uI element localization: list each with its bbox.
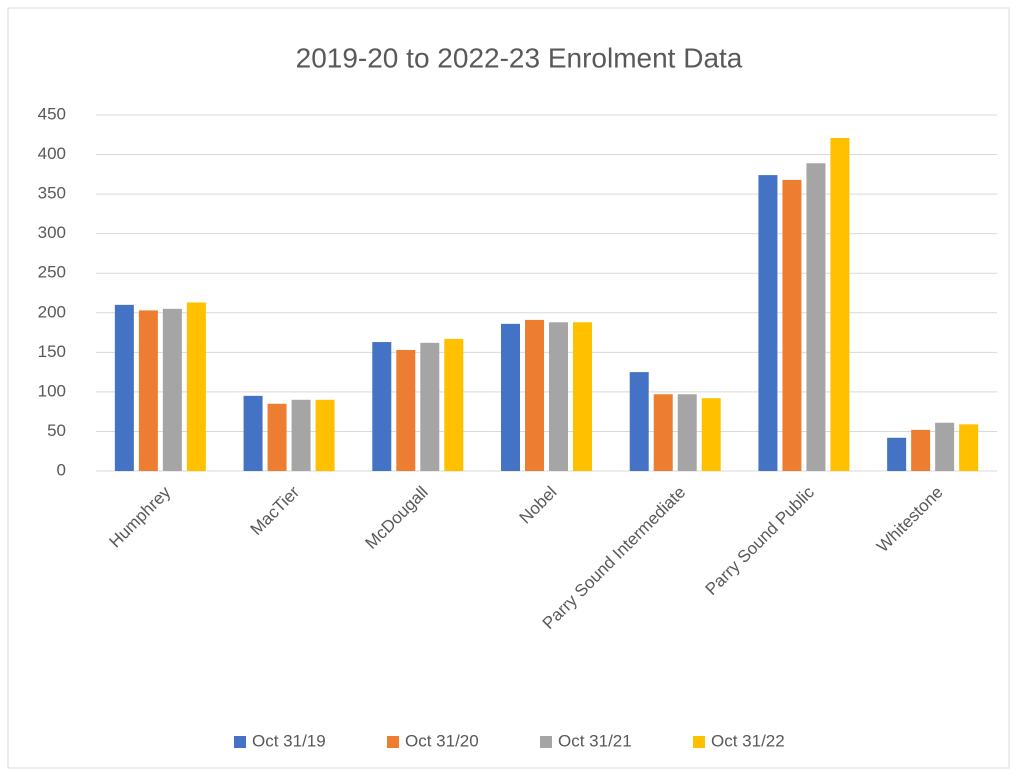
legend-label: Oct 31/20 <box>405 731 479 750</box>
bar <box>162 308 182 471</box>
legend-swatch <box>693 736 705 748</box>
y-tick-label: 200 <box>38 302 66 321</box>
y-tick-label: 450 <box>38 104 66 123</box>
legend-swatch <box>234 736 246 748</box>
legend-swatch <box>387 736 399 748</box>
bar <box>887 437 907 471</box>
bar <box>701 398 721 471</box>
bar <box>525 319 544 471</box>
y-tick-label: 100 <box>38 381 66 400</box>
bar <box>677 394 697 471</box>
bar <box>959 424 979 471</box>
bar <box>911 429 931 471</box>
y-tick-label: 50 <box>47 421 66 440</box>
bar <box>549 322 568 471</box>
bar <box>782 179 802 472</box>
bar <box>186 302 206 471</box>
bar <box>396 349 416 471</box>
y-tick-label: 400 <box>38 144 66 163</box>
y-tick-label: 300 <box>38 223 66 242</box>
chart-title: 2019-20 to 2022-23 Enrolment Data <box>296 42 743 73</box>
bar <box>114 304 134 471</box>
bar <box>758 175 778 471</box>
bar <box>806 163 826 471</box>
bar <box>444 338 464 471</box>
y-tick-label: 150 <box>38 342 66 361</box>
bar <box>573 322 592 471</box>
legend-swatch <box>540 736 552 748</box>
bar <box>420 342 440 471</box>
bar <box>501 323 520 471</box>
y-tick-label: 350 <box>38 184 66 203</box>
bar <box>138 310 158 471</box>
bar <box>372 342 392 471</box>
bar <box>629 372 649 471</box>
bar <box>267 403 287 471</box>
bar <box>315 399 335 471</box>
legend-label: Oct 31/19 <box>252 731 326 750</box>
bar <box>653 394 673 471</box>
legend-label: Oct 31/22 <box>711 731 785 750</box>
y-tick-label: 0 <box>57 460 66 479</box>
legend-label: Oct 31/21 <box>558 731 632 750</box>
bar <box>935 422 955 471</box>
y-tick-label: 250 <box>38 263 66 282</box>
bar <box>243 395 263 471</box>
bar <box>291 399 311 471</box>
bar <box>830 137 850 472</box>
